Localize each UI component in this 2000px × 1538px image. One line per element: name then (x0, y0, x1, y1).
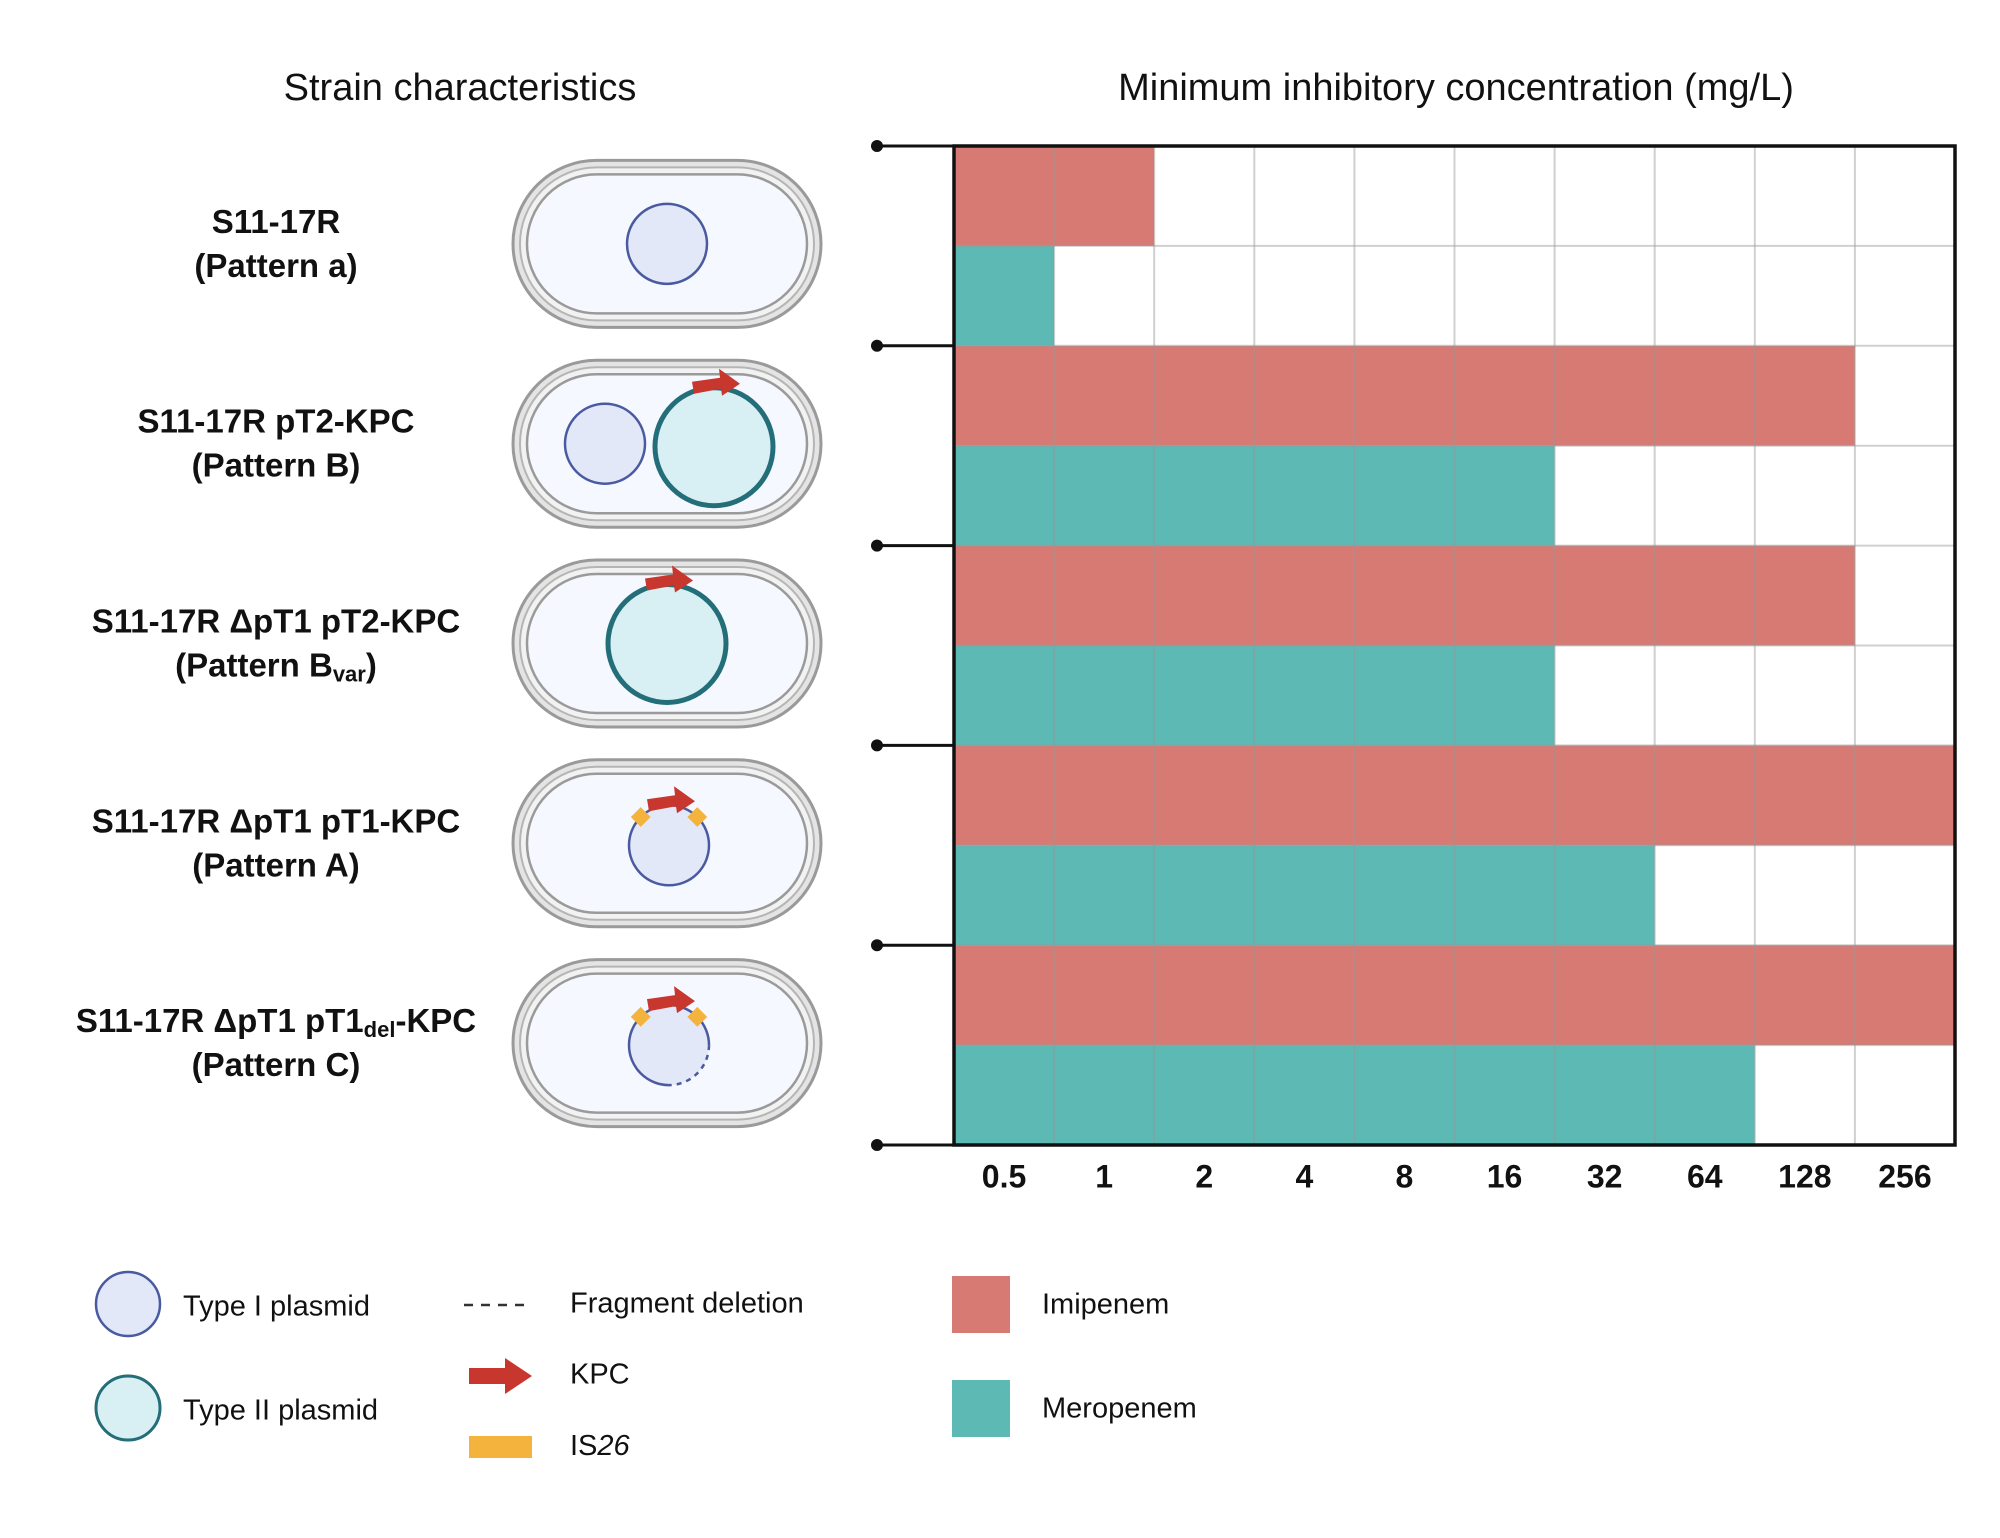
text-part: -KPC (395, 1002, 476, 1039)
cell (511, 758, 823, 929)
is26-icon (469, 1436, 532, 1458)
type-i-plasmid (629, 1005, 709, 1086)
bar (954, 745, 1955, 846)
chart-title: Minimum inhibitory concentration (mg/L) (1118, 67, 1794, 109)
bar (954, 545, 1855, 646)
type-i-icon (94, 1270, 162, 1338)
is26-element (687, 807, 708, 827)
is26-element (630, 807, 651, 827)
strain-label: (Pattern A) (192, 846, 359, 883)
text-part: IS (570, 1430, 597, 1462)
legend-label: Imipenem (1042, 1289, 1169, 1321)
legend-label: Fragment deletion (570, 1288, 804, 1320)
text-part: (Pattern C) (192, 1046, 361, 1083)
bar (954, 845, 1655, 946)
text-part: var (333, 661, 366, 686)
legend-swatch (952, 1380, 1010, 1437)
bar (954, 1045, 1755, 1145)
cell (511, 358, 823, 529)
strain-label: S11-17R (212, 203, 341, 240)
legend-label: Type I plasmid (183, 1291, 370, 1323)
x-tick-label: 128 (1778, 1158, 1831, 1194)
row-dot (871, 1139, 883, 1151)
text-part: (Pattern B) (192, 446, 361, 483)
legend-swatch (952, 1276, 1010, 1333)
text-part: (Pattern a) (194, 247, 357, 284)
type-ii-plasmid (605, 582, 729, 705)
text-part: S11-17R (212, 203, 341, 240)
type-i-plasmid (563, 402, 647, 485)
strain-diagrams (511, 158, 823, 1129)
mic-chart: 0.5 1 2 4 8 16 32 64 128 256 (871, 140, 1957, 1194)
text-part: 26 (596, 1430, 630, 1462)
x-tick-label: 64 (1687, 1158, 1723, 1194)
kpc-gene (647, 786, 695, 814)
text-part: S11-17R ΔpT1 pT1-KPC (92, 802, 460, 839)
cell (511, 958, 823, 1129)
bar (954, 945, 1955, 1046)
text-part: S11-17R ΔpT1 pT1 (76, 1002, 364, 1039)
legend-label: KPC (570, 1359, 630, 1391)
text-part: S11-17R pT2-KPC (138, 402, 415, 439)
type-ii-icon (94, 1374, 162, 1442)
type-i-plasmid (625, 202, 709, 286)
kpc-gene (645, 565, 693, 593)
deleted-fragment (668, 1045, 711, 1087)
x-tick-label: 256 (1878, 1158, 1931, 1194)
legend-label: Type II plasmid (183, 1395, 378, 1427)
x-tick-label: 1 (1095, 1158, 1113, 1194)
text-part: del (364, 1017, 396, 1042)
left-title: Strain characteristics (284, 67, 637, 109)
plot-border (952, 144, 1957, 1147)
text-part: (Pattern B (175, 646, 333, 683)
bar (954, 345, 1855, 446)
x-tick-label: 0.5 (982, 1158, 1026, 1194)
kpc-gene (692, 368, 740, 396)
legend-label: Meropenem (1042, 1393, 1197, 1425)
x-tick-label: 8 (1396, 1158, 1414, 1194)
x-tick-label: 2 (1195, 1158, 1213, 1194)
strain-label: (Pattern Bvar) (175, 646, 377, 686)
bar (954, 445, 1555, 546)
strain-label: (Pattern a) (194, 247, 357, 284)
x-tick-label: 32 (1587, 1158, 1623, 1194)
bar (954, 245, 1055, 346)
kpc-gene (647, 986, 695, 1014)
legend: Type I plasmid Type II plasmid Fragment de… (94, 1270, 804, 1462)
cell (511, 158, 823, 329)
is26-element (630, 1006, 651, 1027)
type-ii-plasmid (652, 385, 776, 509)
row-dot (871, 539, 883, 552)
legend-label: IS26 (570, 1430, 631, 1462)
row-dot (871, 339, 883, 352)
is26-element (687, 1006, 708, 1027)
strain-label: S11-17R ΔpT1 pT1-KPC (92, 802, 460, 839)
kpc-icon (469, 1358, 532, 1394)
row-dot (871, 939, 883, 952)
bar (954, 146, 1155, 246)
text-part: S11-17R ΔpT1 pT2-KPC (92, 602, 460, 639)
row-dot (871, 739, 883, 752)
x-tick-label: 16 (1487, 1158, 1523, 1194)
strain-label: S11-17R ΔpT1 pT2-KPC (92, 602, 460, 639)
x-tick-label: 4 (1295, 1158, 1313, 1194)
text-part: (Pattern A) (192, 846, 359, 883)
row-dot (871, 140, 883, 152)
bar (954, 645, 1555, 746)
strain-label: (Pattern B) (192, 446, 361, 483)
strain-label: S11-17R pT2-KPC (138, 402, 415, 439)
text-part: ) (366, 646, 377, 683)
cell (511, 558, 823, 729)
strain-label: (Pattern C) (192, 1046, 361, 1083)
strain-label: S11-17R ΔpT1 pT1del-KPC (76, 1002, 476, 1042)
